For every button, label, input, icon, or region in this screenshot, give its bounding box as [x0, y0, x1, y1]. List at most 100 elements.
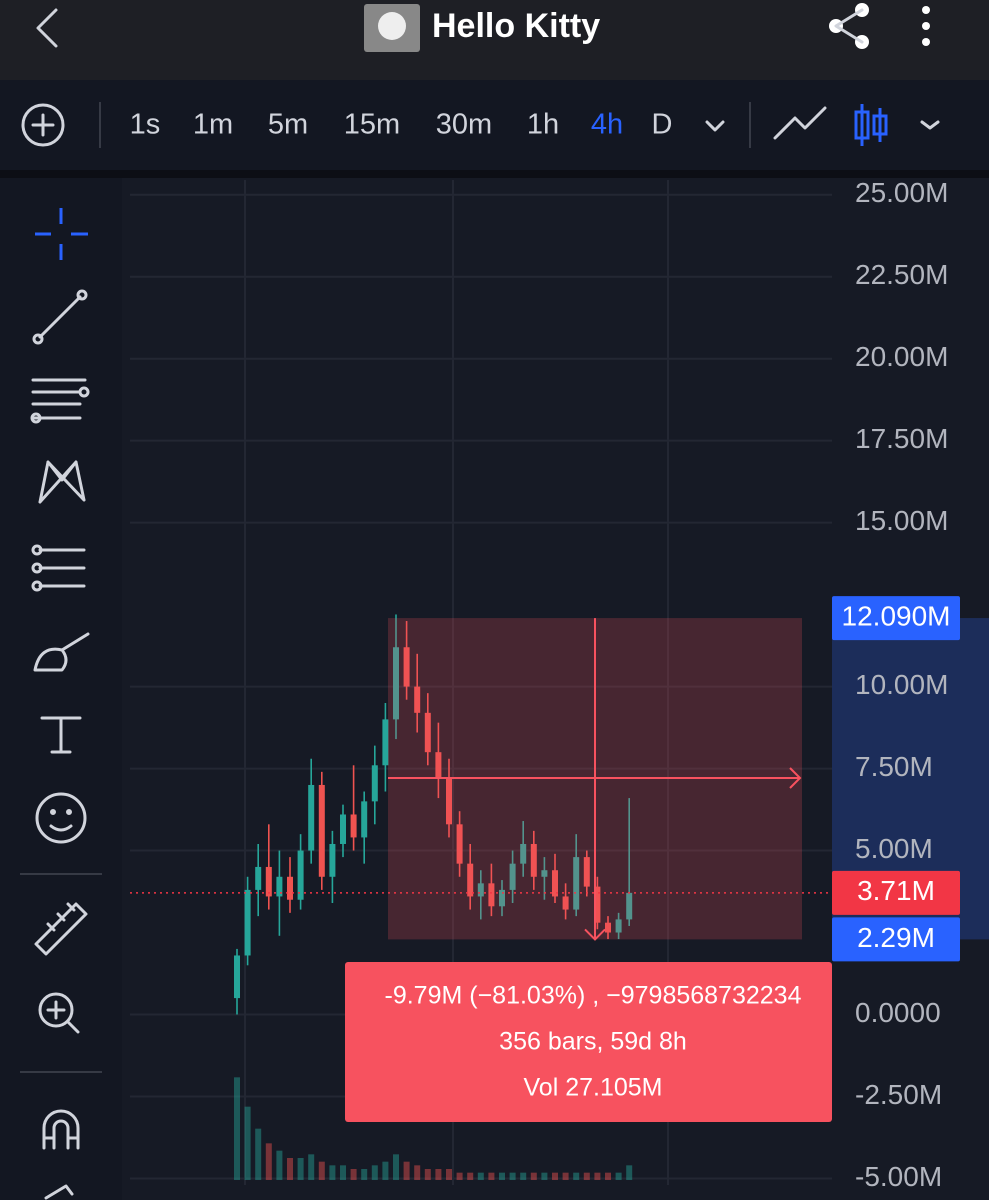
interval-group: 1s 1m 5m 15m 30m 1h 4h D — [130, 109, 673, 141]
pattern-tool[interactable] — [38, 460, 86, 504]
candle-body — [382, 719, 389, 766]
candle-body — [605, 922, 611, 933]
ruler-tool[interactable] — [34, 902, 88, 956]
measure-tooltip — [345, 962, 832, 1122]
interval-button[interactable]: D — [652, 109, 673, 141]
candle-body — [234, 955, 240, 999]
volume-bar — [446, 1169, 452, 1180]
candle-body — [520, 843, 527, 864]
add-button[interactable] — [21, 103, 65, 147]
volume-bar — [318, 1161, 325, 1180]
y-tick-label: -5.00M — [855, 1161, 942, 1192]
candle-body — [287, 876, 293, 900]
emoji-tool[interactable] — [35, 792, 87, 844]
interval-button[interactable]: 1h — [527, 109, 559, 141]
avatar-figure — [378, 12, 406, 40]
lock-tool[interactable] — [44, 1184, 74, 1200]
candle-body — [488, 883, 495, 907]
volume-bar — [265, 1143, 272, 1180]
candle-body — [244, 889, 251, 956]
trendline-tool[interactable] — [32, 289, 88, 345]
price-label: 3.71M — [857, 875, 935, 906]
volume-bar — [594, 1172, 601, 1180]
prediction-tool[interactable] — [31, 544, 86, 592]
y-tick-label: 5.00M — [855, 833, 933, 864]
candle-body — [340, 814, 346, 844]
magnet-tool[interactable] — [42, 1109, 80, 1150]
candle-body — [371, 765, 378, 802]
candle-body — [583, 857, 590, 887]
volume-bar — [477, 1172, 484, 1180]
measure-tooltip-line: -9.79M (−81.03%) , −9798568732234 — [385, 982, 802, 1010]
separator — [0, 170, 989, 178]
y-tick-label: 0.0000 — [855, 997, 941, 1028]
back-button[interactable] — [36, 8, 58, 48]
price-label-bg — [832, 870, 960, 915]
y-tick-label: 7.50M — [855, 751, 933, 782]
measure-tooltip-line: Vol 27.105M — [524, 1074, 663, 1102]
interval-button[interactable]: 1m — [193, 109, 233, 141]
interval-button[interactable]: 1s — [130, 109, 161, 141]
candle-chart-button[interactable] — [854, 104, 888, 146]
volume-bar — [562, 1172, 569, 1180]
volume-bar — [615, 1172, 622, 1180]
more-button[interactable] — [922, 6, 930, 46]
volume-bar — [340, 1165, 346, 1180]
interval-button[interactable]: 30m — [436, 109, 492, 141]
candle-body — [530, 843, 537, 877]
candle-body — [615, 919, 622, 933]
volume-bar — [234, 1077, 240, 1180]
fib-tool[interactable] — [30, 378, 90, 424]
volume-bar — [403, 1161, 410, 1180]
line-chart-button[interactable] — [773, 106, 827, 140]
interval-button[interactable]: 15m — [344, 109, 400, 141]
interval-button[interactable]: 4h — [591, 109, 623, 141]
brush-tool[interactable] — [33, 632, 90, 672]
y-tick-label: 17.50M — [855, 423, 948, 454]
volume-bar — [382, 1161, 389, 1180]
candle-body — [361, 801, 368, 838]
volume-bar — [414, 1165, 421, 1180]
volume-bar — [467, 1172, 474, 1180]
volume-bar — [509, 1172, 516, 1180]
volume-bar — [308, 1154, 315, 1180]
candle-body — [393, 647, 399, 720]
candle-body — [297, 850, 304, 900]
volume-bar — [605, 1172, 611, 1180]
left-tools — [0, 178, 120, 1200]
y-tick-label: 15.00M — [855, 505, 948, 536]
share-button[interactable] — [829, 3, 869, 49]
price-label: 2.29M — [857, 922, 935, 953]
candle-body — [552, 870, 558, 897]
candle-body — [424, 712, 431, 753]
volume-bar — [350, 1169, 357, 1180]
candle-body — [276, 876, 283, 897]
candle-body — [265, 866, 272, 897]
header-title: Hello Kitty — [432, 7, 600, 45]
volume-bar — [520, 1172, 527, 1180]
volume-bar — [287, 1158, 293, 1180]
volume-bar — [573, 1172, 580, 1180]
volume-bar — [552, 1172, 558, 1180]
chart-type-dropdown[interactable] — [920, 120, 940, 130]
volume-bar — [329, 1165, 336, 1180]
interval-button[interactable]: 5m — [268, 109, 308, 141]
candle-body — [499, 889, 505, 907]
volume-bar — [255, 1128, 262, 1180]
text-tool[interactable] — [40, 716, 82, 754]
price-label-bg — [832, 917, 960, 962]
volume-bar — [424, 1169, 431, 1180]
interval-dropdown[interactable] — [705, 120, 725, 132]
candle-body — [509, 863, 516, 890]
y-tick-label: 25.00M — [855, 177, 948, 208]
candle-body — [594, 886, 601, 923]
volume-bar — [456, 1172, 463, 1180]
candle-body — [446, 778, 452, 825]
candle-body — [329, 843, 336, 877]
measure-horizontal-arrow — [388, 767, 802, 789]
crosshair-tool[interactable] — [35, 208, 88, 260]
zoom-tool[interactable] — [38, 992, 80, 1034]
candle-body — [435, 752, 442, 779]
